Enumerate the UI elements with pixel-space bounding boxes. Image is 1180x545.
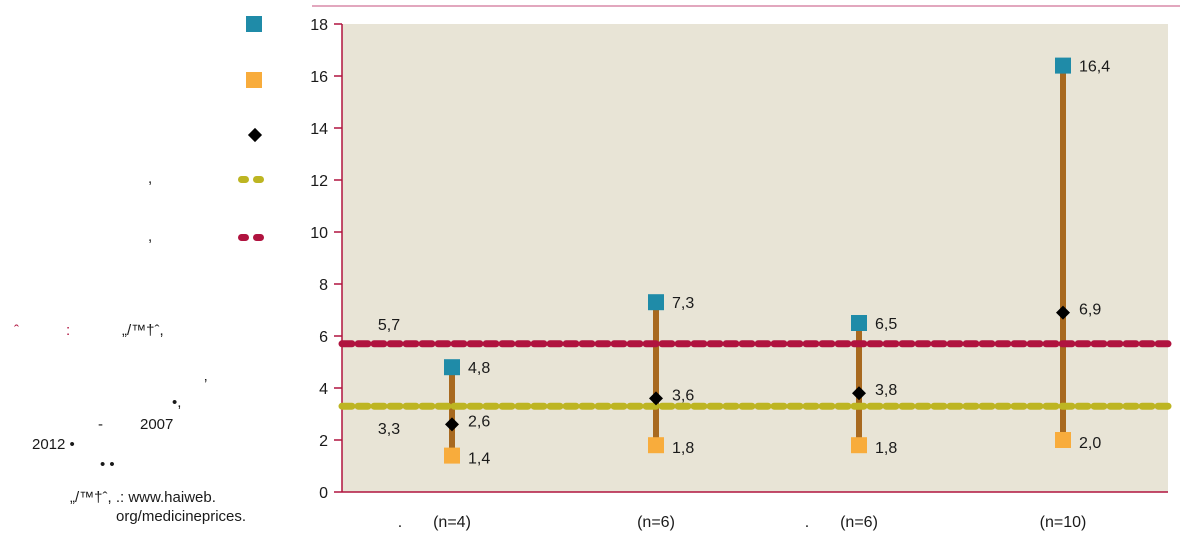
y-tick-label: 10 [310,225,328,242]
median-point [852,386,866,401]
max-point [851,315,867,331]
min-value-label: 1,8 [875,440,897,457]
source-marker: ˆ [14,322,19,339]
legend-min-square [246,72,262,88]
min-value-label: 2,0 [1079,435,1101,452]
bullet-comma: •, [172,394,182,411]
reference-line-label: 5,7 [378,317,400,334]
comma-glyph: ’ [204,376,208,393]
median-value-label: 3,8 [875,382,897,399]
median-point [445,417,459,432]
min-point [648,437,664,454]
reference-url: org/medicineprices. [116,508,247,525]
min-point [1055,432,1071,448]
min-value-label: 1,8 [672,440,694,457]
note-bullets: • • [100,456,115,473]
min-point [444,447,460,464]
x-tick-label: (n=6) [840,514,878,531]
max-point [648,294,664,311]
y-tick-label: 6 [319,329,328,346]
legend-country-comma: , [148,170,153,187]
note-dash: - [98,416,103,433]
max-value-label: 4,8 [468,360,490,377]
y-tick-label: 16 [310,69,328,86]
x-tick-prefix: . [805,514,809,531]
median-point [1056,305,1070,320]
x-tick-label: (n=4) [433,514,471,531]
median-value-label: 6,9 [1079,302,1101,319]
y-tick-label: 2 [319,433,328,450]
legend-region-line [238,234,264,242]
y-tick-label: 14 [310,121,328,138]
year-start: 2007 [140,416,174,433]
source-glyphs: „/™†ˆ, [122,322,164,339]
median-value-label: 3,6 [672,387,694,404]
max-value-label: 7,3 [672,295,694,312]
legend-country-line [238,176,264,184]
max-value-label: 6,5 [875,316,897,333]
y-tick-label: 12 [310,173,328,190]
x-tick-prefix: . [398,514,402,531]
y-tick-label: 18 [310,17,328,34]
reference-line-label: 3,3 [378,421,400,438]
year-end: 2012 • [32,436,75,453]
y-tick-label: 4 [319,381,328,398]
min-point [851,437,867,454]
y-tick-label: 8 [319,277,328,294]
max-value-label: 16,4 [1079,59,1110,76]
x-tick-label: (n=10) [1040,514,1087,531]
x-tick-label: (n=6) [637,514,675,531]
source-colon: : [66,322,71,339]
max-point [444,359,460,376]
min-value-label: 1,4 [468,451,490,468]
median-value-label: 2,6 [468,413,490,430]
legend-region-comma: , [148,228,153,245]
plot-area [342,24,1168,492]
reference-text: „/™†ˆ, .: www.haiweb. [70,489,216,506]
median-point [649,391,663,406]
y-tick-label: 0 [319,485,328,502]
legend-max-square [246,16,262,32]
max-point [1055,57,1071,74]
